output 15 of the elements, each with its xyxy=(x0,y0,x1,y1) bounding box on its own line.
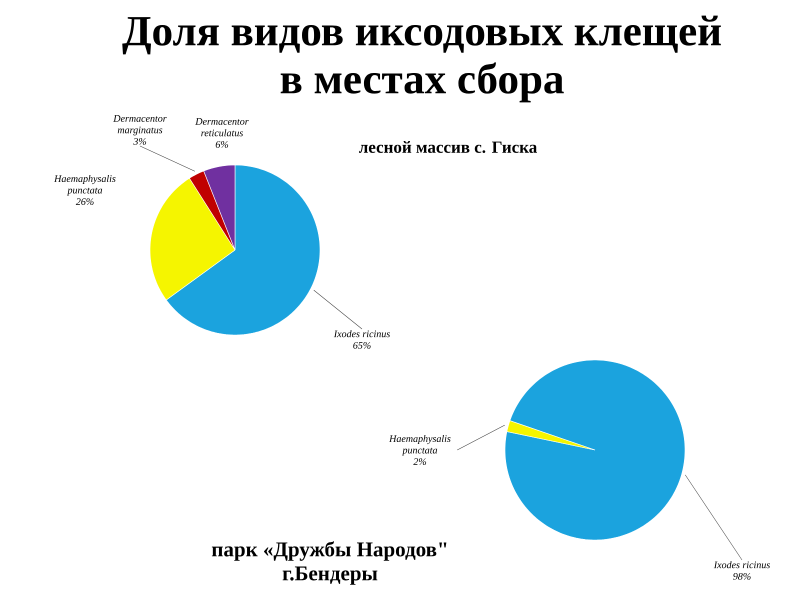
slice-label: Dermacentor marginatus xyxy=(113,115,167,136)
data-label: 65% xyxy=(353,342,371,349)
slice-label: Ixodes ricinus xyxy=(714,561,770,568)
chart-title: Доля видов иксодовых клещей в местах сбора xyxy=(122,16,721,102)
slice-label: Haemaphysalis punctata xyxy=(389,434,451,456)
data-label: 6% xyxy=(216,141,228,148)
slice-label: Dermacentor reticulatus xyxy=(195,118,249,136)
data-label: 26% xyxy=(76,198,94,206)
data-label: 3% xyxy=(133,138,146,145)
data-label: 2% xyxy=(413,458,426,466)
slice-label: Haemaphysalis punctata xyxy=(54,174,116,196)
text: парк «Дружбы Народов" г.Бендеры xyxy=(212,541,446,585)
text: лесной массив с. Гиска xyxy=(358,141,537,153)
data-label: 98% xyxy=(733,572,751,580)
slice-label: Ixodes ricinus xyxy=(334,330,390,338)
